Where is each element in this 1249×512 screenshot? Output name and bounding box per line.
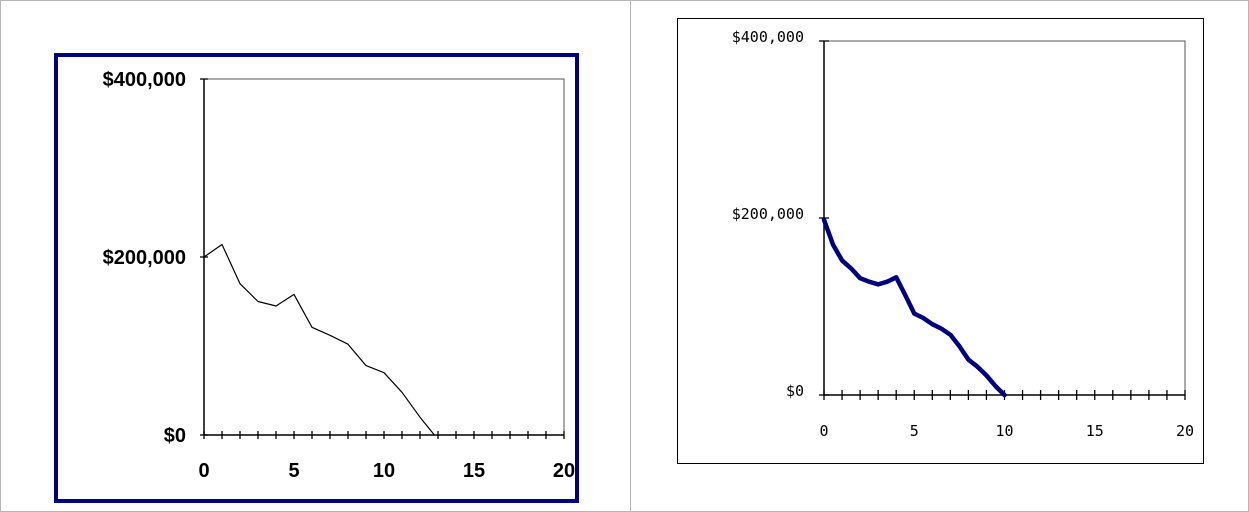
x-tick-label-left: 10 [373,460,395,482]
chart-left: 0 5 10 15 20 $0 $200,000 $400,000 [54,53,579,503]
y-tick-label-right: $0 [786,382,804,400]
series-line-right [821,217,1007,398]
chart-right-svg: 0 5 10 15 20 $0 $200,000 $400,000 [732,28,1194,440]
x-tick-label-left: 15 [463,460,485,482]
x-tick-label-right: 5 [910,422,919,440]
plot-frame-left [203,78,565,436]
x-tick-label-right: 20 [1176,422,1194,440]
x-tick-label-left: 5 [288,460,299,482]
x-tick-label-left: 0 [198,460,209,482]
y-tick-label-left: $400,000 [103,69,186,91]
x-tick-label-right: 10 [995,422,1013,440]
y-tick-label-left: $200,000 [103,247,186,269]
x-tick-label-right: 15 [1086,422,1104,440]
y-tick-label-right: $400,000 [732,28,804,46]
x-tick-label-left: 20 [553,460,575,482]
chart-left-svg: 0 5 10 15 20 $0 $200,000 $400,000 [103,69,576,482]
series-line-left [203,243,435,436]
y-tick-label-right: $200,000 [732,205,804,223]
column-divider [630,0,631,512]
chart-right: 0 5 10 15 20 $0 $200,000 $400,000 [677,18,1204,464]
plot-frame-right [823,40,1186,396]
y-tick-label-left: $0 [164,425,186,447]
x-tick-label-right: 0 [819,422,828,440]
